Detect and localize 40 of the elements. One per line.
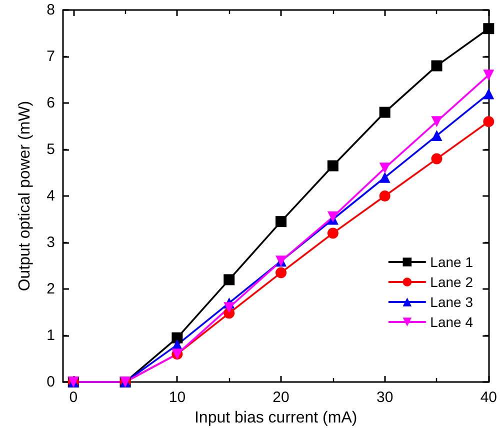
point: [483, 88, 494, 100]
point: [172, 332, 183, 344]
legend-label: Lane 4: [430, 314, 474, 330]
point: [327, 211, 338, 222]
point: [379, 172, 390, 183]
point: [379, 190, 390, 202]
point: [431, 60, 442, 72]
y-tick-label: 6: [46, 94, 55, 112]
y-tick-label: 8: [46, 2, 55, 18]
x-tick-label: 30: [376, 389, 394, 406]
point: [379, 162, 390, 174]
point: [483, 23, 494, 34]
x-tick-label: 0: [69, 389, 78, 406]
point: [431, 130, 442, 142]
y-tick-label: 0: [46, 374, 55, 390]
point: [224, 274, 235, 286]
legend-label: Lane 1: [430, 254, 474, 270]
y-axis-title: Output optical power (mW): [16, 100, 34, 292]
point: [224, 302, 235, 314]
x-tick-label: 10: [168, 389, 186, 406]
point: [327, 160, 338, 172]
point: [431, 116, 442, 128]
y-tick-label: 1: [46, 327, 55, 344]
legend-label: Lane 3: [430, 294, 474, 310]
point: [327, 228, 338, 239]
y-tick-label: 7: [46, 48, 55, 65]
point: [276, 267, 287, 278]
point: [483, 116, 494, 128]
point: [276, 216, 287, 228]
y-tick-label: 2: [46, 280, 55, 298]
y-tick-label: 5: [46, 141, 55, 158]
point: [379, 106, 390, 118]
point: [431, 153, 442, 164]
legend-label: Lane 2: [430, 274, 474, 290]
x-axis-title: Input bias current (mA): [194, 409, 358, 426]
x-tick-label: 40: [480, 389, 497, 406]
y-tick-label: 3: [46, 234, 55, 251]
y-tick-label: 4: [46, 188, 55, 204]
point: [483, 70, 494, 81]
x-tick-label: 20: [272, 389, 290, 406]
